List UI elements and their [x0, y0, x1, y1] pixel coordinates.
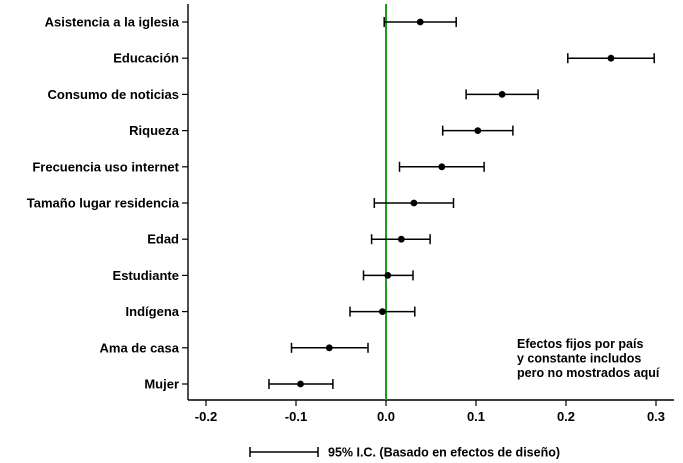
coefficient-row: Asistencia a la iglesia: [45, 15, 457, 30]
x-tick-label: 0.2: [557, 409, 575, 424]
category-label: Riqueza: [129, 123, 180, 138]
category-label: Indígena: [126, 304, 180, 319]
x-tick-label: 0.1: [467, 409, 485, 424]
coefficient-row: Riqueza: [129, 123, 514, 138]
coefficient-row: Educación: [113, 51, 655, 66]
category-label: Educación: [113, 51, 179, 66]
category-label: Estudiante: [113, 268, 179, 283]
note-line: pero no mostrados aquí: [517, 366, 660, 380]
x-tick-label: 0.3: [647, 409, 665, 424]
plot-frame: [187, 4, 674, 401]
category-label: Tamaño lugar residencia: [27, 196, 180, 211]
point-estimate: [397, 235, 405, 243]
coefficient-row: Estudiante: [113, 268, 414, 283]
point-estimate: [498, 91, 506, 98]
x-axis: -0.2 -0.1 0.0 0.1 0.2 0.3: [195, 400, 665, 424]
point-estimate: [474, 127, 482, 134]
coefficient-row: Mujer: [144, 377, 334, 392]
legend: 95% I.C. (Basado en efectos de diseño): [249, 446, 560, 460]
point-estimate: [438, 163, 446, 171]
x-tick-label: -0.1: [285, 409, 307, 424]
coefficient-row: Ama de casa: [100, 340, 369, 355]
coefficient-row: Consumo de noticias: [48, 87, 539, 102]
coefficient-row: Frecuencia uso internet: [32, 159, 485, 174]
coefficient-row: Tamaño lugar residencia: [27, 196, 455, 211]
note-line: Efectos fijos por país: [517, 337, 643, 351]
point-estimate: [384, 272, 392, 279]
note-line: y constante includos: [517, 352, 641, 366]
coefficient-rows: Asistencia a la iglesia Educación Consumo …: [27, 15, 655, 392]
point-estimate: [416, 18, 424, 26]
category-label: Edad: [147, 232, 179, 247]
legend-label: 95% I.C. (Basado en efectos de diseño): [328, 446, 560, 460]
x-tick-label: 0.0: [377, 409, 395, 424]
point-estimate: [297, 380, 304, 388]
point-estimate: [607, 54, 615, 62]
point-estimate: [379, 308, 386, 315]
category-label: Mujer: [144, 377, 179, 392]
point-estimate: [325, 344, 333, 352]
coefficient-row: Edad: [147, 232, 431, 247]
coefficient-row: Indígena: [126, 304, 416, 319]
x-tick-label: -0.2: [195, 409, 217, 424]
category-label: Ama de casa: [100, 340, 180, 355]
point-estimate: [410, 199, 418, 207]
category-label: Consumo de noticias: [48, 87, 179, 102]
category-label: Frecuencia uso internet: [32, 159, 179, 174]
category-label: Asistencia a la iglesia: [45, 15, 180, 30]
